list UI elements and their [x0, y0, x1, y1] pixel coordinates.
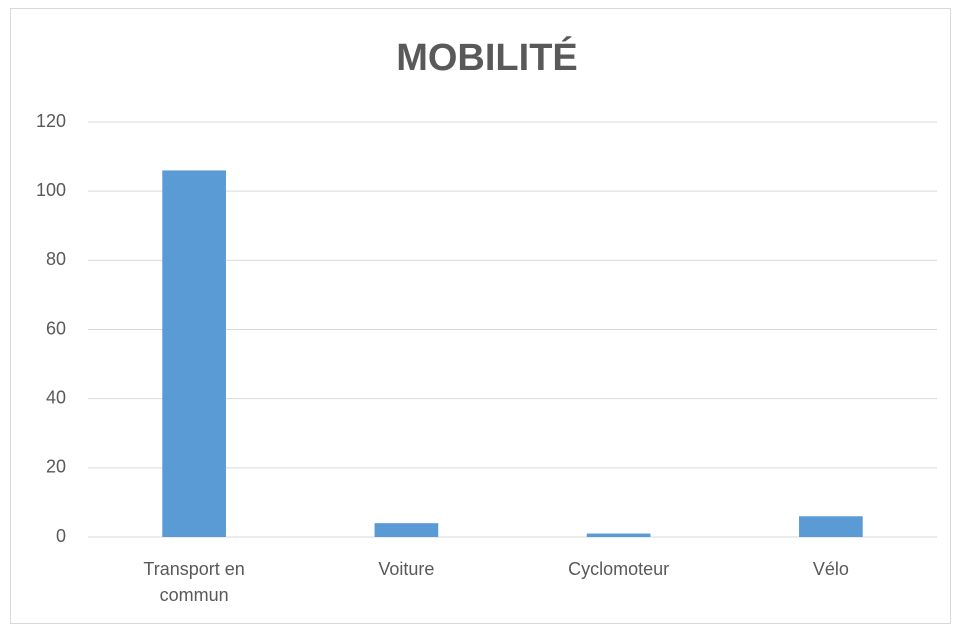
chart-title: MOBILITÉ — [396, 35, 578, 79]
bar — [374, 523, 439, 537]
chart-border — [10, 8, 951, 624]
x-tick-label: Transport en commun — [143, 559, 245, 605]
y-tick-label: 20 — [46, 457, 66, 477]
x-tick-label: Cyclomoteur — [568, 559, 670, 579]
x-tick-label: Vélo — [812, 559, 849, 579]
y-tick-label: 0 — [56, 526, 66, 546]
y-tick-label: 80 — [46, 249, 66, 269]
y-tick-label: 100 — [36, 180, 66, 200]
bar — [586, 533, 651, 537]
y-tick-label: 40 — [46, 387, 66, 407]
bar — [799, 516, 863, 537]
y-tick-label: 60 — [46, 318, 66, 338]
x-tick-label: Voiture — [378, 559, 435, 579]
y-tick-label: 120 — [36, 111, 66, 131]
bar — [162, 170, 226, 537]
